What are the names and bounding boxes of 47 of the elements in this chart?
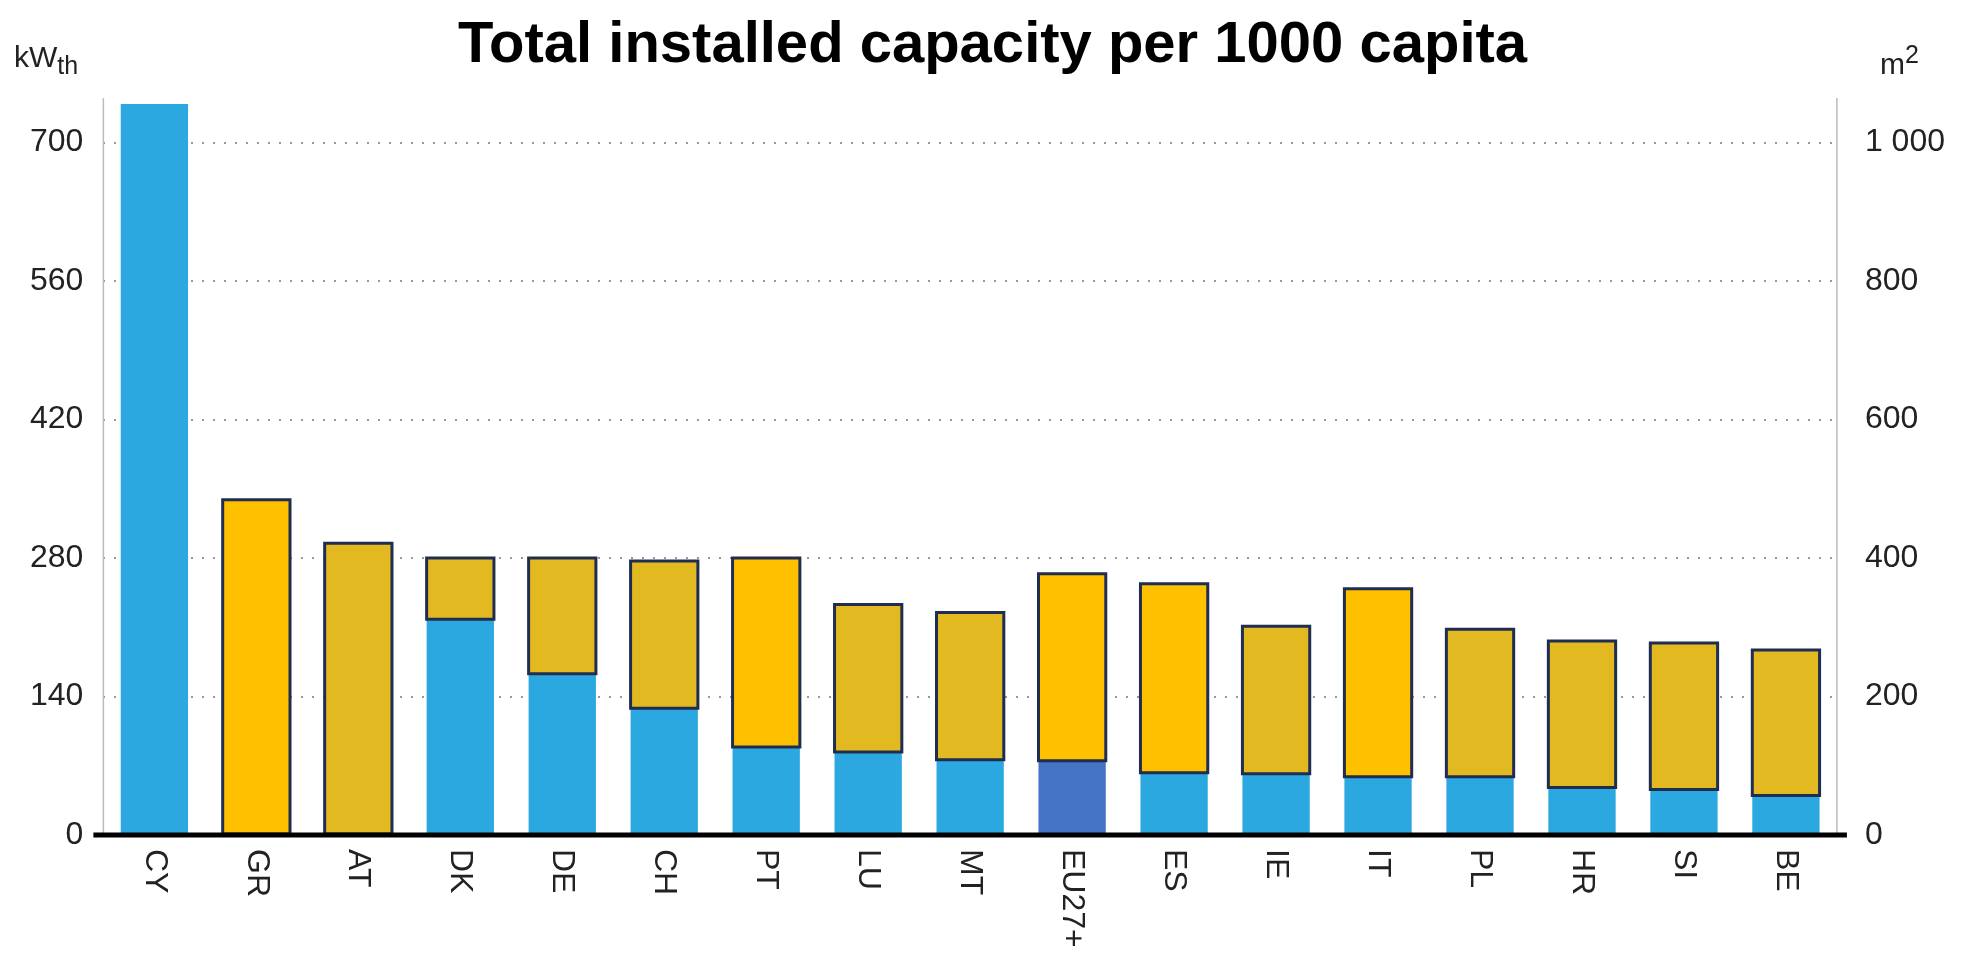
- y2-tick-label: 600: [1864, 399, 1919, 436]
- x-tick-label: CH: [648, 849, 685, 896]
- x-tick-label: HR: [1566, 849, 1603, 896]
- y2-tick-label: 800: [1864, 260, 1919, 297]
- x-tick-label: GR: [240, 849, 277, 897]
- bar: [834, 751, 902, 834]
- bar: [630, 708, 698, 834]
- bar: [1650, 789, 1718, 834]
- x-tick-label: PL: [1464, 849, 1501, 889]
- bar: [1344, 776, 1412, 834]
- bar: [1548, 787, 1616, 834]
- y2-tick-label: 200: [1864, 676, 1919, 713]
- bar: [1242, 773, 1310, 834]
- x-tick-label: EU27+: [1056, 849, 1093, 948]
- y-tick-label: 280: [30, 537, 84, 574]
- x-tick-label: DE: [546, 849, 583, 894]
- x-tick-label: DK: [444, 849, 481, 894]
- bar: [1752, 795, 1820, 834]
- chart-title: Total installed capacity per 1000 capita: [457, 9, 1528, 74]
- x-tick-label: SI: [1668, 849, 1705, 880]
- y2-tick-label: 0: [1864, 814, 1883, 851]
- x-tick-label: LU: [852, 849, 889, 890]
- bar: [1140, 772, 1208, 834]
- bar: [936, 759, 1004, 834]
- x-tick-label: ES: [1158, 849, 1195, 892]
- bar: [1446, 776, 1514, 834]
- bar: [120, 103, 189, 834]
- x-tick-label: PT: [750, 849, 787, 890]
- y-axis-title: kW$_{th}$: [14, 40, 79, 80]
- bar: [1038, 760, 1106, 834]
- y-tick-label: 420: [30, 399, 84, 436]
- x-tick-label: IT: [1362, 849, 1399, 878]
- x-tick-label: CY: [138, 849, 175, 894]
- y2-axis-title: m$^{2}$: [1880, 40, 1919, 81]
- y-tick-label: 560: [30, 260, 84, 297]
- bar: [528, 673, 596, 834]
- y-tick-label: 140: [30, 676, 84, 713]
- y2-tick-label: 1 000: [1864, 122, 1945, 159]
- y-tick-label: 700: [30, 122, 84, 159]
- y-tick-label: 0: [65, 814, 84, 851]
- x-tick-label: MT: [954, 849, 991, 896]
- x-tick-label: BE: [1770, 849, 1807, 892]
- bar: [426, 619, 494, 834]
- x-tick-label: AT: [342, 849, 379, 888]
- y2-tick-label: 400: [1864, 537, 1919, 574]
- x-tick-label: IE: [1260, 849, 1297, 880]
- bar: [732, 746, 800, 834]
